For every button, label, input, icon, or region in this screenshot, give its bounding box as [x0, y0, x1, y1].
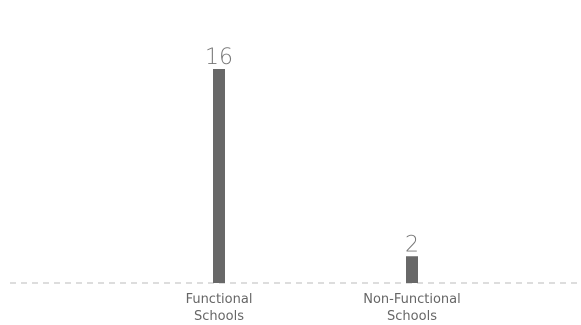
- category-label-0-line-0: Functional: [186, 292, 253, 307]
- category-label-1-line-0: Non-Functional: [363, 292, 460, 307]
- category-label-1: Non-Functional Schools: [363, 292, 460, 324]
- bar-1: [406, 256, 418, 283]
- category-label-0: Functional Schools: [186, 292, 253, 324]
- value-labels-layer: 16 2: [205, 45, 419, 257]
- category-labels-layer: Functional Schools Non-Functional Schools: [186, 292, 461, 324]
- value-label-0: 16: [205, 45, 233, 70]
- bar-0: [213, 69, 225, 283]
- value-label-1: 2: [405, 232, 419, 257]
- category-label-1-line-1: Schools: [387, 309, 437, 324]
- category-label-0-line-1: Schools: [194, 309, 244, 324]
- bars-layer: [213, 69, 418, 283]
